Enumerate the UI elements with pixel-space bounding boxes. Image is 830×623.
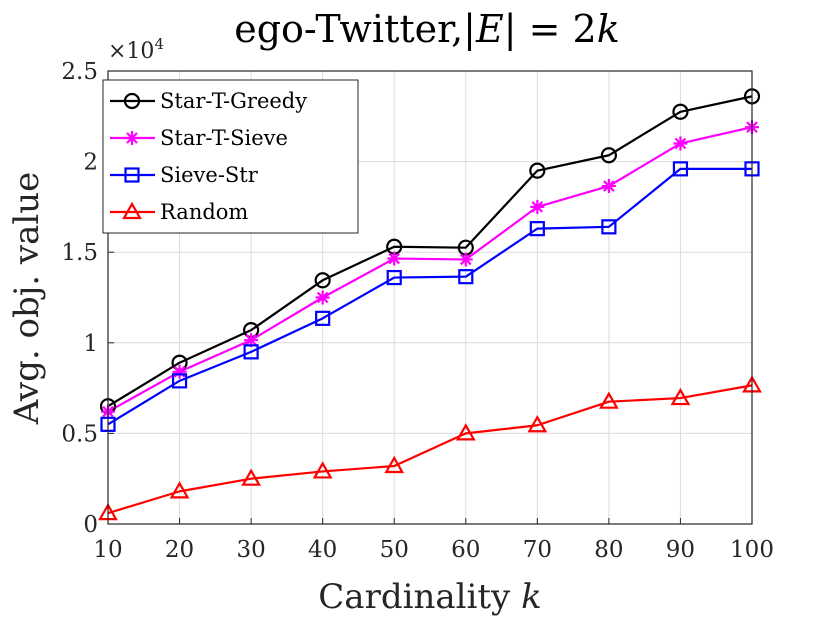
x-axis-label-text: Cardinality	[318, 577, 521, 617]
x-tick-label: 70	[523, 537, 552, 563]
chart-title-e: E	[475, 7, 504, 51]
legend-box	[102, 79, 359, 234]
series-line-random	[107, 384, 753, 515]
legend-marker-star-t-sieve	[125, 131, 139, 145]
y-multiplier: ×104	[108, 35, 164, 64]
data-point-sieve-str	[315, 310, 331, 326]
y-tick-label: 1	[83, 331, 98, 357]
x-tick-label: 20	[165, 537, 194, 563]
data-point-random	[312, 461, 333, 479]
series-markers	[98, 88, 762, 521]
data-point-sieve-str	[171, 373, 188, 389]
series-lines	[107, 95, 753, 515]
data-point-star-t-greedy	[600, 147, 617, 164]
legend-marker-sieve-str	[124, 167, 140, 183]
chart-title-prefix: ego-Twitter,|	[234, 7, 476, 51]
y-tick-label: 0	[83, 512, 98, 538]
y-tick-label: 0.5	[61, 421, 98, 447]
plot-frame	[107, 70, 753, 525]
x-tick-label: 60	[451, 537, 480, 563]
x-axis-label: Cardinality k	[318, 577, 541, 617]
legend-marker-star-t-greedy	[123, 92, 141, 110]
x-tick-labels: 10 20 30 40 50 60 70 80 90 100	[93, 518, 774, 563]
data-point-star-t-sieve	[458, 252, 473, 267]
chart-title: ego-Twitter,|E| = 2k	[234, 7, 620, 51]
data-point-sieve-str	[672, 161, 689, 177]
legend-label-sieve-str: Sieve-Str	[160, 163, 259, 187]
data-point-star-t-sieve	[601, 179, 616, 194]
data-point-random	[241, 468, 262, 486]
data-point-sieve-str	[243, 344, 259, 360]
legend: Star-T-Greedy Star-T-Sieve Sieve-Str Random	[102, 79, 359, 234]
data-point-sieve-str	[458, 269, 474, 285]
x-tick-label: 80	[594, 537, 623, 563]
x-tick-label: 40	[308, 537, 337, 563]
y-tick-label: 2.5	[61, 59, 98, 85]
data-point-star-t-sieve	[673, 136, 688, 151]
data-point-star-t-sieve	[244, 333, 259, 348]
y-tick-label: 1.5	[61, 240, 98, 266]
legend-label-star-t-sieve: Star-T-Sieve	[160, 126, 288, 150]
y-axis-label: Avg. obj. value	[7, 172, 47, 426]
data-point-random	[169, 481, 190, 499]
data-point-random	[670, 387, 691, 406]
data-point-star-t-greedy	[529, 162, 546, 179]
x-axis-label-k: k	[521, 577, 542, 617]
x-tick-label: 10	[93, 537, 122, 563]
data-point-star-t-sieve	[530, 199, 545, 214]
data-point-random	[527, 415, 548, 433]
data-point-random	[455, 423, 476, 441]
data-point-star-t-sieve	[172, 364, 187, 379]
legend-marker-random	[122, 201, 142, 220]
x-tick-label: 90	[666, 537, 695, 563]
y-multiplier-base: ×10	[108, 39, 154, 64]
data-point-star-t-greedy	[672, 103, 689, 120]
data-point-random	[384, 455, 405, 474]
chart-title-k: k	[597, 7, 620, 51]
series-line-sieve-str	[107, 167, 752, 426]
data-point-star-t-sieve	[315, 290, 330, 305]
x-tick-label: 30	[236, 537, 265, 563]
data-point-random	[598, 391, 619, 409]
y-multiplier-exp: 4	[154, 35, 164, 53]
legend-label-star-t-greedy: Star-T-Greedy	[160, 89, 307, 113]
data-point-sieve-str	[601, 219, 617, 235]
y-tick-labels: 0 0.5 1 1.5 2 2.5	[61, 59, 114, 538]
y-tick-label: 2	[83, 150, 98, 176]
data-point-star-t-sieve	[387, 251, 402, 266]
series-line-star-t-greedy	[107, 95, 753, 408]
data-point-star-t-greedy	[314, 272, 331, 289]
x-tick-label: 50	[380, 537, 409, 563]
chart-title-mid: | = 2	[504, 7, 597, 51]
data-point-sieve-str	[386, 269, 402, 286]
x-tick-label: 100	[730, 537, 774, 563]
data-point-sieve-str	[529, 221, 545, 237]
legend-label-random: Random	[160, 200, 248, 224]
series-line-star-t-sieve	[107, 126, 753, 413]
